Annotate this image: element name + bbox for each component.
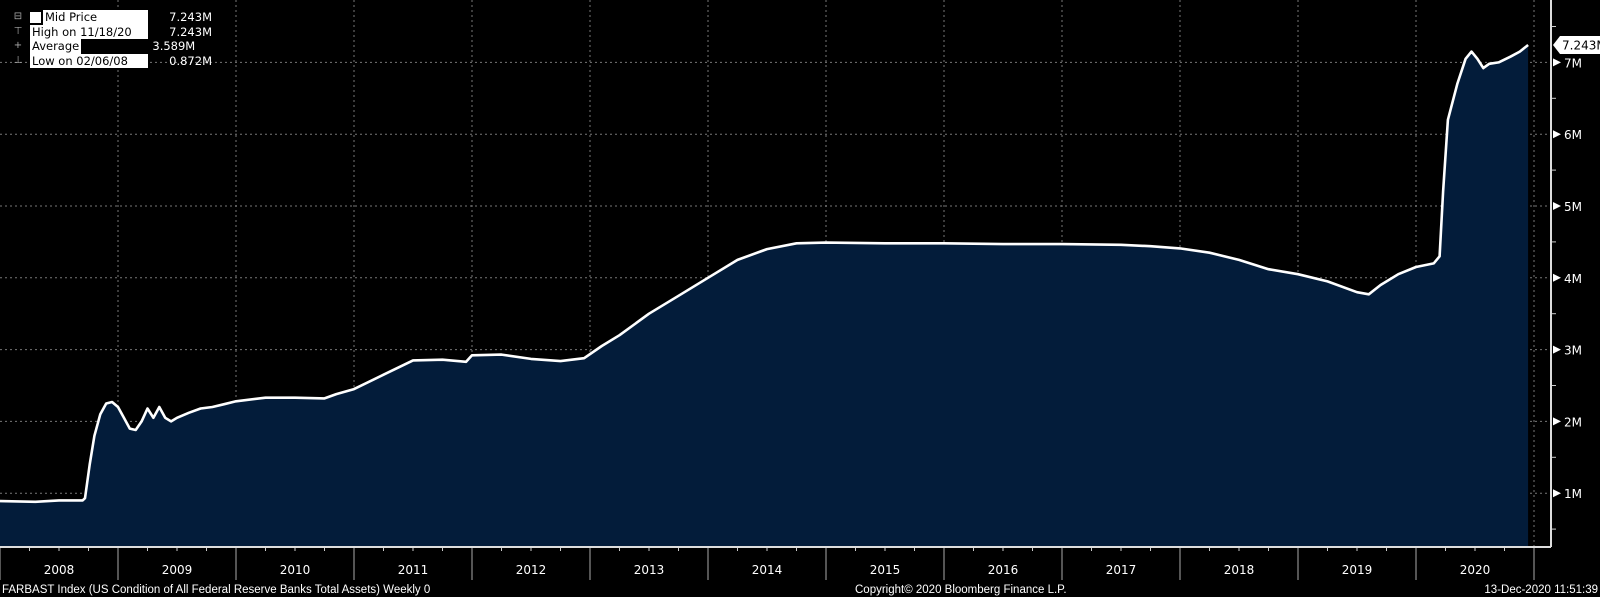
y-tick-arrow	[1553, 489, 1561, 498]
low-marker-icon: ⊥	[13, 54, 23, 66]
y-tick-arrow	[1553, 130, 1561, 139]
y-tick-label: 3M	[1564, 344, 1582, 358]
y-tick-label: 1M	[1564, 487, 1582, 501]
x-tick-label: 2011	[398, 563, 429, 577]
legend-label: High on 11/18/20	[30, 24, 148, 39]
x-tick-label: 2014	[752, 563, 783, 577]
collapse-icon[interactable]: ⊟	[13, 11, 23, 22]
y-tick-arrow	[1553, 273, 1561, 282]
y-tick-label: 4M	[1564, 272, 1582, 286]
x-tick-label: 2008	[44, 563, 75, 577]
legend-entry-average[interactable]: + Average 3.589M	[6, 39, 212, 54]
series-swatch-icon	[30, 11, 41, 23]
legend-entry-low[interactable]: ⊥ Low on 02/06/08 0.872M	[6, 53, 212, 68]
legend-label: Mid Price	[43, 10, 148, 25]
y-tick-label: 7M	[1564, 56, 1582, 70]
y-tick-label: 6M	[1564, 128, 1582, 142]
x-tick-label: 2012	[516, 563, 547, 577]
legend-label: Average	[30, 39, 82, 54]
x-tick-label: 2016	[988, 563, 1019, 577]
high-marker-icon: ⊤	[13, 25, 23, 37]
y-tick-arrow	[1553, 417, 1561, 426]
legend-value: 7.243M	[169, 10, 212, 24]
series-line-mid-price	[0, 43, 1529, 504]
footer-timestamp: 13-Dec-2020 11:51:39	[1484, 584, 1598, 596]
last-value-badge	[1553, 35, 1600, 54]
x-tick-label: 2013	[634, 563, 665, 577]
x-tick-label: 2009	[162, 563, 193, 577]
axes: 1M 2M 3M 4M 5M 6M 7M 2008 2009 2010 2011 2012 2013 20…	[0, 0, 1600, 580]
y-tick-arrow	[1553, 202, 1561, 210]
x-tick-label: 2010	[280, 563, 311, 577]
footer-copyright: Copyright© 2020 Bloomberg Finance L.P.	[855, 584, 1067, 596]
y-tick-arrow	[1553, 58, 1561, 67]
legend: ⊟ Mid Price 7.243M ⊤ High on 11/18/20 7.…	[6, 10, 212, 68]
y-tick-label: 2M	[1564, 415, 1582, 429]
x-tick-label: 2020	[1460, 563, 1491, 577]
x-tick-label: 2019	[1342, 563, 1373, 577]
legend-entry-mid-price[interactable]: ⊟ Mid Price 7.243M	[6, 10, 212, 25]
legend-value: 3.589M	[152, 39, 196, 53]
x-tick-label: 2018	[1224, 563, 1255, 577]
average-marker-icon: +	[13, 40, 23, 51]
series-area-fill	[0, 45, 1529, 547]
legend-value: 7.243M	[169, 24, 212, 39]
legend-value: 0.872M	[169, 53, 212, 68]
legend-label: Low on 02/06/08	[30, 53, 148, 68]
legend-entry-high[interactable]: ⊤ High on 11/18/20 7.243M	[6, 24, 212, 39]
x-tick-label: 2015	[870, 563, 901, 577]
last-value-label: 7.243M	[1562, 38, 1600, 52]
y-tick-arrow	[1553, 345, 1561, 354]
footer-title: FARBAST Index (US Condition of All Feder…	[2, 584, 431, 596]
y-tick-label: 5M	[1564, 200, 1582, 214]
x-tick-label: 2017	[1106, 563, 1137, 577]
